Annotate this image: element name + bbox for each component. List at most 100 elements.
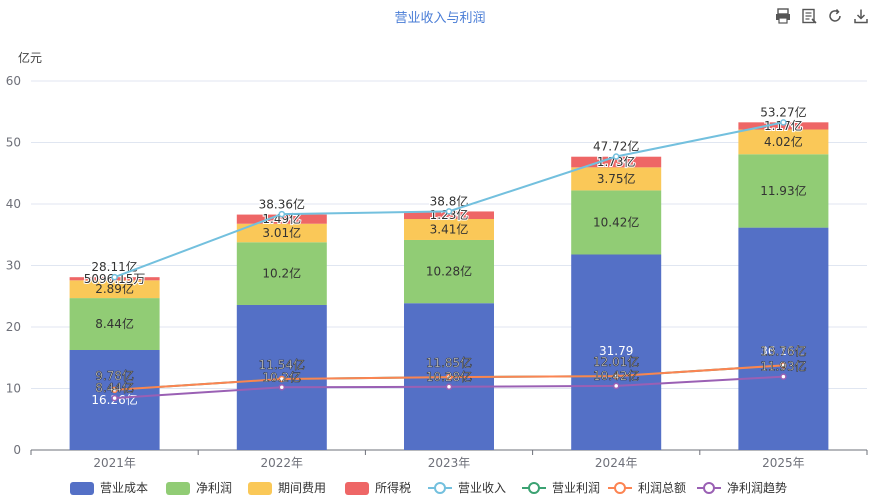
legend-swatch-marker	[528, 482, 540, 494]
bar-segment	[69, 298, 160, 351]
total-label: 38.36亿	[259, 197, 305, 212]
bar-data-label: 2.89亿	[95, 281, 134, 296]
bar-data-label: 3.75亿	[597, 171, 636, 186]
bar-segment	[738, 227, 829, 450]
legend-swatch	[166, 482, 190, 495]
bar-segment	[69, 280, 160, 299]
refresh-icon[interactable]	[825, 6, 845, 26]
line-data-label: 10.28亿	[426, 369, 472, 384]
series-point	[612, 153, 620, 160]
bar-data-label: 3.41亿	[430, 221, 469, 236]
legend-item[interactable]: 所得税	[345, 480, 411, 495]
legend-item[interactable]: 期间费用	[248, 481, 326, 495]
bar-segment	[738, 129, 829, 155]
series-point	[278, 375, 286, 383]
legend-swatch-marker	[614, 482, 626, 494]
y-tick-label: 60	[6, 74, 21, 88]
y-tick-label: 40	[6, 197, 21, 211]
legend-label: 营业收入	[458, 481, 506, 495]
bar-segment	[236, 242, 327, 305]
legend-label: 净利润	[196, 481, 232, 495]
series-point	[445, 208, 453, 215]
legend-label: 营业成本	[100, 481, 148, 495]
series-point	[445, 383, 453, 391]
chart-toolbar	[773, 6, 871, 26]
x-tick-label: 2023年	[428, 456, 471, 470]
bar-segment	[404, 239, 494, 304]
bar-segment	[738, 122, 829, 130]
legend-item[interactable]: 净利润趋势	[697, 481, 787, 495]
bar-segment	[571, 167, 662, 191]
bar-segment	[404, 219, 494, 240]
legend-swatch	[70, 482, 94, 495]
bar-segment	[404, 211, 494, 220]
bar-segment	[571, 190, 662, 255]
series-point	[111, 386, 118, 394]
series-point	[278, 210, 286, 218]
total-label: 28.11亿	[91, 259, 137, 274]
series-point	[111, 394, 118, 402]
x-tick-label: 2025年	[762, 456, 805, 470]
y-tick-label: 50	[6, 136, 21, 150]
line-data-label: 10.42亿	[593, 368, 639, 383]
bar-data-label: 4.02亿	[764, 134, 803, 149]
series-point	[612, 372, 620, 380]
legend-item[interactable]: 营业成本	[70, 481, 148, 495]
line-labels: 9.78亿 11.54亿 11.85亿 12.01亿 13.76亿 8.44亿 10.2亿 1…	[95, 343, 807, 395]
series-point	[445, 373, 453, 381]
y-tick-label: 20	[6, 320, 21, 334]
x-tick-label: 2024年	[595, 456, 638, 470]
legend-swatch-marker	[703, 482, 715, 494]
series-point	[780, 373, 787, 380]
bar-segment	[236, 214, 327, 224]
series-point	[612, 382, 620, 390]
legend-item[interactable]: 营业利润	[522, 481, 600, 495]
x-tick-label: 2022年	[261, 456, 304, 470]
legend-item[interactable]: 营业收入	[428, 481, 506, 495]
bars	[69, 122, 829, 450]
bar-data-label: 10.28亿	[426, 264, 472, 279]
legend-swatch	[345, 482, 369, 495]
print-icon[interactable]	[773, 6, 793, 26]
data-view-icon[interactable]	[799, 6, 819, 26]
legend-label: 营业利润	[552, 481, 600, 495]
x-tick-label: 2021年	[93, 456, 136, 470]
bar-data-label: 1.73亿	[597, 154, 636, 169]
legend-swatch-marker	[434, 482, 446, 494]
line-data-label: 10.2亿	[262, 369, 301, 384]
bar-segment	[571, 254, 662, 450]
legend-label: 所得税	[375, 480, 411, 495]
line-data-label: 11.85亿	[426, 355, 472, 370]
line-data-label: 9.78亿	[95, 368, 134, 383]
legend-item[interactable]: 利润总额	[608, 481, 686, 495]
bar-data-label: 10.42亿	[593, 214, 639, 229]
legend-item[interactable]: 净利润	[166, 481, 232, 495]
bar-segment	[571, 156, 662, 168]
line-data-label: 11.54亿	[259, 357, 305, 372]
lines	[111, 119, 787, 402]
unit-label: 亿元	[18, 50, 42, 65]
bar-segment	[236, 223, 327, 243]
y-tick-label: 0	[13, 443, 21, 457]
cost-label: 36.16亿	[760, 343, 806, 358]
line-data-label: 8.44亿	[95, 380, 134, 395]
y-tick-label: 10	[6, 382, 21, 396]
bar-data-label: 11.93亿	[760, 183, 806, 198]
y-tick-label: 30	[6, 259, 21, 273]
total-label: 53.27亿	[760, 104, 806, 119]
legend-label: 利润总额	[638, 481, 686, 495]
line-data-label: 12.01亿	[593, 354, 639, 369]
line-data-label: 13.76亿	[760, 343, 806, 358]
legend-label: 期间费用	[278, 481, 326, 495]
series-point	[780, 362, 787, 369]
legend-label: 净利润趋势	[727, 481, 787, 495]
total-label: 47.72亿	[593, 139, 639, 154]
x-axis: 2021年 2022年 2023年 2024年 2025年	[30, 450, 868, 470]
download-icon[interactable]	[851, 6, 871, 26]
total-label: 38.8亿	[430, 193, 469, 208]
legend: 营业成本 净利润 期间费用 所得税 营业收入 营业利润 利润总额 净利润趋势	[70, 480, 787, 495]
legend-swatch	[248, 482, 272, 495]
series-point	[111, 273, 118, 281]
bar-data-label: 8.44亿	[95, 316, 134, 331]
